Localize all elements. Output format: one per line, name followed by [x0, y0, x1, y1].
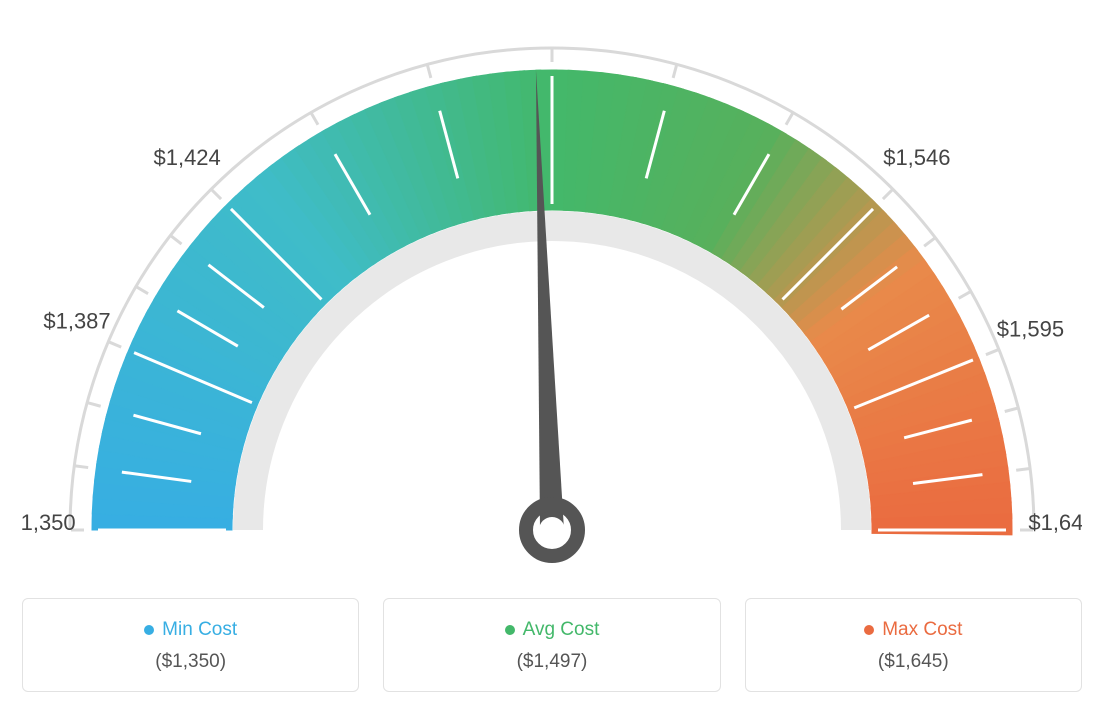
legend-card: Max Cost ($1,645) [745, 598, 1082, 692]
legend-dot-icon [144, 625, 154, 635]
legend-card: Avg Cost ($1,497) [383, 598, 720, 692]
legend-label: Max Cost [882, 619, 962, 641]
legend-value: ($1,645) [878, 651, 949, 673]
gauge-tick-label: $1,350 [22, 510, 76, 535]
legend-value: ($1,497) [517, 651, 588, 673]
legend-label-row: Avg Cost [505, 619, 600, 641]
gauge-svg: $1,350$1,387$1,424$1,497$1,546$1,595$1,6… [22, 20, 1082, 580]
legend-value: ($1,350) [155, 651, 226, 673]
legend-label-row: Min Cost [144, 619, 237, 641]
gauge-tick-label: $1,546 [883, 145, 950, 170]
gauge-chart: $1,350$1,387$1,424$1,497$1,546$1,595$1,6… [22, 20, 1082, 580]
gauge-tick-label: $1,387 [43, 308, 110, 333]
legend-row: Min Cost ($1,350) Avg Cost ($1,497) Max Cost… [22, 598, 1082, 692]
legend-card: Min Cost ($1,350) [22, 598, 359, 692]
legend-dot-icon [505, 625, 515, 635]
legend-label: Min Cost [162, 619, 237, 641]
legend-label: Avg Cost [523, 619, 600, 641]
gauge-tick-label: $1,595 [997, 317, 1064, 342]
gauge-tick-label: $1,424 [153, 145, 220, 170]
gauge-tick-label: $1,645 [1028, 510, 1082, 535]
legend-label-row: Max Cost [864, 619, 962, 641]
legend-dot-icon [864, 625, 874, 635]
